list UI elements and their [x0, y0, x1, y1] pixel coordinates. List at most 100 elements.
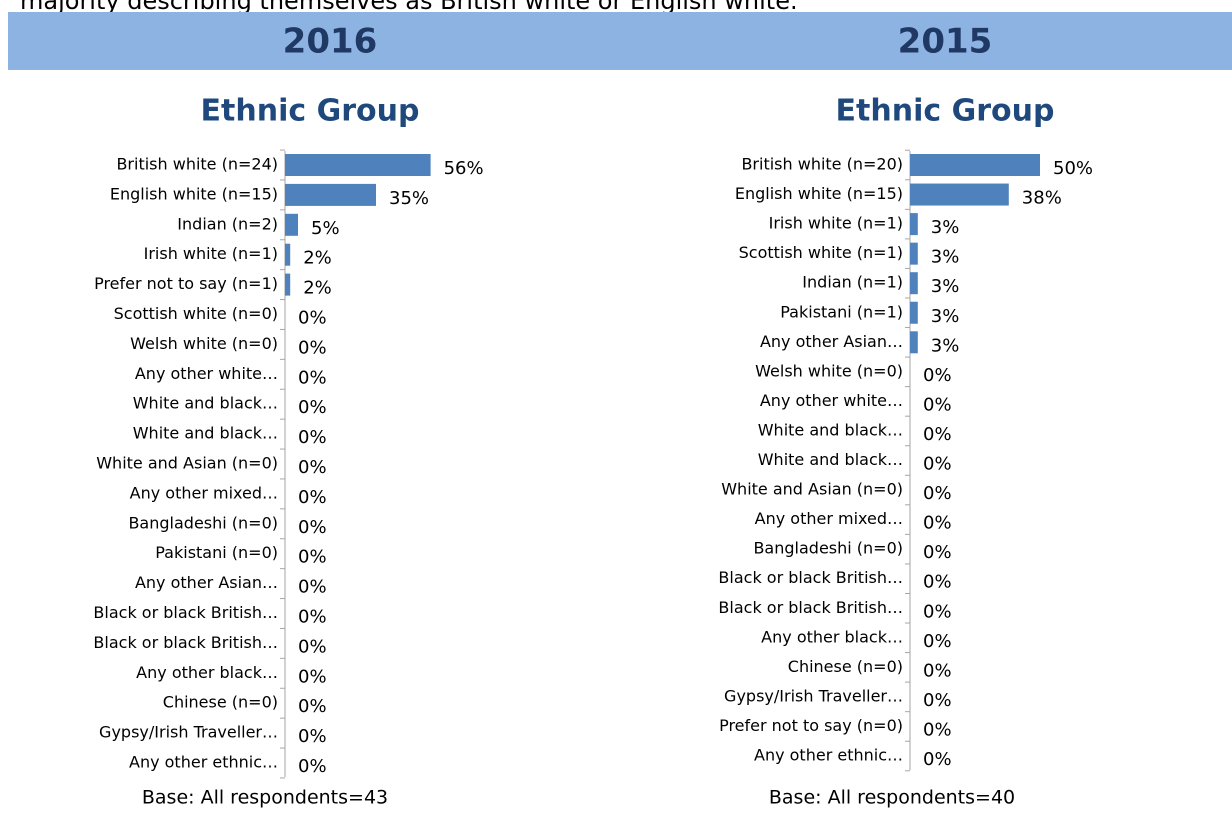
bar [910, 301, 918, 324]
category-label: Welsh white (n=0) [130, 334, 278, 353]
value-label: 0% [923, 424, 952, 445]
category-label: Any other ethnic… [754, 746, 903, 765]
category-label: White and black… [133, 424, 278, 443]
bar [910, 183, 1009, 206]
category-label: Indian (n=2) [177, 214, 278, 233]
value-label: 0% [298, 577, 327, 598]
value-label: 38% [1022, 188, 1062, 209]
bar [285, 183, 376, 206]
category-label: Any other black… [136, 663, 278, 682]
category-label: Any other mixed… [130, 483, 278, 502]
value-label: 0% [298, 756, 327, 777]
value-label: 3% [931, 247, 960, 268]
value-label: 0% [923, 483, 952, 504]
category-label: Any other mixed… [755, 509, 903, 528]
value-label: 0% [923, 690, 952, 711]
value-label: 3% [931, 306, 960, 327]
value-label: 3% [931, 276, 960, 297]
category-label: Pakistani (n=1) [780, 302, 903, 321]
value-label: 0% [923, 719, 952, 740]
value-label: 5% [311, 218, 340, 239]
category-label: Gypsy/Irish Traveller… [99, 723, 278, 742]
category-label: Welsh white (n=0) [755, 361, 903, 380]
value-label: 0% [923, 572, 952, 593]
category-label: English white (n=15) [735, 184, 903, 203]
category-label: Scottish white (n=0) [114, 304, 278, 323]
value-label: 0% [298, 666, 327, 687]
category-label: Any other ethnic… [129, 753, 278, 772]
category-label: Bangladeshi (n=0) [128, 513, 278, 532]
value-label: 0% [298, 308, 327, 329]
chart-title: Ethnic Group [836, 94, 1055, 129]
category-label: Black or black British… [93, 633, 278, 652]
category-label: Chinese (n=0) [788, 657, 903, 676]
category-label: Irish white (n=1) [769, 214, 903, 233]
value-label: 0% [298, 547, 327, 568]
chart-title: Ethnic Group [201, 94, 420, 129]
panel-year: 2015 [898, 22, 993, 62]
category-label: British white (n=24) [116, 155, 278, 174]
value-label: 0% [298, 367, 327, 388]
category-label: White and Asian (n=0) [721, 480, 903, 499]
category-label: Any other Asian… [135, 573, 278, 592]
category-label: Any other black… [761, 627, 903, 646]
category-label: Chinese (n=0) [163, 693, 278, 712]
value-label: 0% [298, 607, 327, 628]
value-label: 0% [923, 394, 952, 415]
category-label: English white (n=15) [110, 184, 278, 203]
value-label: 50% [1053, 158, 1093, 179]
bar [910, 242, 918, 265]
value-label: 3% [931, 217, 960, 238]
bar [910, 272, 918, 295]
bar [285, 154, 431, 176]
bar [285, 243, 291, 266]
category-label: Any other white… [135, 364, 278, 383]
bar [910, 331, 918, 354]
value-label: 0% [298, 726, 327, 747]
value-label: 0% [298, 397, 327, 418]
bar [910, 154, 1040, 176]
category-label: Gypsy/Irish Traveller… [724, 686, 903, 705]
value-label: 0% [298, 457, 327, 478]
value-label: 0% [923, 631, 952, 652]
category-label: Black or black British… [93, 603, 278, 622]
value-label: 0% [923, 365, 952, 386]
category-label: Black or black British… [718, 568, 903, 587]
category-label: Pakistani (n=0) [155, 543, 278, 562]
category-label: Any other Asian… [760, 332, 903, 351]
value-label: 0% [923, 513, 952, 534]
value-label: 2% [303, 248, 332, 269]
value-label: 0% [298, 337, 327, 358]
value-label: 0% [923, 542, 952, 563]
base-note: Base: All respondents=40 [769, 787, 1015, 809]
category-label: British white (n=20) [741, 155, 903, 174]
value-label: 0% [923, 749, 952, 770]
bar [285, 213, 298, 236]
value-label: 0% [298, 427, 327, 448]
category-label: Black or black British… [718, 598, 903, 617]
value-label: 0% [923, 601, 952, 622]
category-label: Prefer not to say (n=1) [94, 274, 278, 293]
category-label: White and black… [758, 420, 903, 439]
value-label: 0% [298, 636, 327, 657]
category-label: Prefer not to say (n=0) [719, 716, 903, 735]
category-label: Scottish white (n=1) [739, 243, 903, 262]
value-label: 3% [931, 335, 960, 356]
value-label: 0% [923, 454, 952, 475]
base-note: Base: All respondents=43 [142, 787, 388, 809]
category-label: White and black… [133, 394, 278, 413]
category-label: Bangladeshi (n=0) [753, 539, 903, 558]
bar [285, 273, 291, 296]
year-banner [8, 12, 1232, 70]
value-label: 0% [298, 517, 327, 538]
bar [910, 213, 918, 236]
value-label: 0% [298, 487, 327, 508]
value-label: 56% [444, 158, 484, 179]
intro-text: majority describing themselves as Britis… [20, 0, 798, 15]
value-label: 0% [923, 660, 952, 681]
value-label: 35% [389, 188, 429, 209]
panel-year: 2016 [283, 22, 378, 62]
category-label: Any other white… [760, 391, 903, 410]
